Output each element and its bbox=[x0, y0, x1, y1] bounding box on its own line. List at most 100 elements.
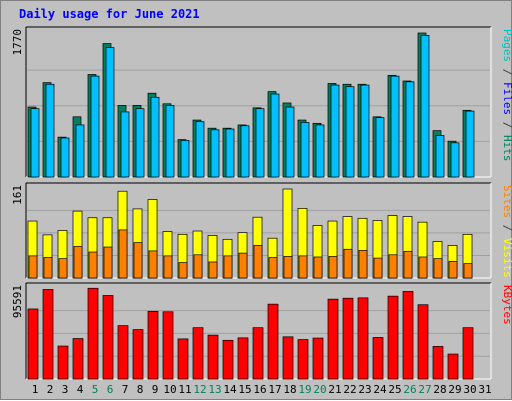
bar-files-day-15 bbox=[240, 125, 250, 178]
bar-sites-day-26 bbox=[403, 251, 413, 279]
side-label-segment: Visits bbox=[501, 238, 512, 278]
bar-kbytes-day-3 bbox=[57, 345, 69, 380]
bar-kbytes-day-17 bbox=[267, 303, 279, 380]
bar-files-day-8 bbox=[135, 108, 145, 178]
bar-sites-day-3 bbox=[58, 258, 68, 279]
bar-sites-day-24 bbox=[373, 257, 383, 279]
x-tick-day-16: 16 bbox=[253, 383, 266, 396]
x-tick-day-15: 15 bbox=[238, 383, 251, 396]
bar-kbytes-day-2 bbox=[42, 289, 54, 380]
side-label-segment: Hits bbox=[501, 135, 512, 162]
bar-files-day-25 bbox=[390, 75, 400, 178]
bar-sites-day-29 bbox=[448, 261, 458, 279]
bar-files-day-19 bbox=[300, 122, 310, 178]
x-tick-day-21: 21 bbox=[328, 383, 341, 396]
x-tick-day-7: 7 bbox=[122, 383, 129, 396]
bar-sites-day-30 bbox=[463, 263, 473, 279]
x-tick-day-2: 2 bbox=[47, 383, 54, 396]
bar-files-day-7 bbox=[120, 111, 130, 178]
bar-kbytes-day-16 bbox=[252, 327, 264, 380]
bar-sites-day-13 bbox=[208, 261, 218, 279]
bar-kbytes-day-10 bbox=[162, 311, 174, 380]
max-label-hits-files-pages: 1770 bbox=[11, 29, 24, 56]
bar-kbytes-day-6 bbox=[102, 295, 114, 380]
bar-files-day-1 bbox=[30, 108, 40, 178]
x-tick-day-12: 12 bbox=[193, 383, 206, 396]
bar-files-day-20 bbox=[315, 124, 325, 178]
x-tick-day-4: 4 bbox=[77, 383, 84, 396]
bar-sites-day-7 bbox=[118, 229, 128, 279]
bar-files-day-21 bbox=[330, 84, 340, 178]
side-label-kbytes: KBytes bbox=[501, 285, 512, 325]
bar-kbytes-day-27 bbox=[417, 304, 429, 380]
side-label-hits-files-pages: Pages / Files / Hits bbox=[501, 29, 512, 162]
bar-sites-day-10 bbox=[163, 255, 173, 279]
x-tick-day-3: 3 bbox=[62, 383, 69, 396]
bar-kbytes-day-23 bbox=[357, 297, 369, 380]
bar-kbytes-day-11 bbox=[177, 338, 189, 380]
bar-kbytes-day-20 bbox=[312, 337, 324, 380]
bar-files-day-10 bbox=[165, 105, 175, 178]
bar-sites-day-21 bbox=[328, 256, 338, 279]
x-tick-day-8: 8 bbox=[137, 383, 144, 396]
bar-kbytes-day-12 bbox=[192, 327, 204, 380]
bar-kbytes-day-26 bbox=[402, 291, 414, 380]
side-label-segment: / bbox=[501, 62, 512, 82]
bar-files-day-12 bbox=[195, 121, 205, 178]
bar-files-day-16 bbox=[255, 108, 265, 178]
bar-files-day-6 bbox=[105, 47, 115, 178]
bar-sites-day-2 bbox=[43, 257, 53, 279]
bar-sites-day-19 bbox=[298, 255, 308, 279]
x-tick-day-28: 28 bbox=[433, 383, 446, 396]
bar-files-day-22 bbox=[345, 86, 355, 178]
bar-kbytes-day-8 bbox=[132, 329, 144, 380]
x-tick-day-1: 1 bbox=[32, 383, 39, 396]
bar-sites-day-27 bbox=[418, 256, 428, 279]
bar-kbytes-day-30 bbox=[462, 327, 474, 380]
bar-sites-day-25 bbox=[388, 254, 398, 279]
bar-kbytes-day-28 bbox=[432, 346, 444, 380]
bar-files-day-28 bbox=[435, 135, 445, 178]
side-label-segment: KBytes bbox=[501, 285, 512, 325]
x-tick-day-17: 17 bbox=[268, 383, 281, 396]
bar-files-day-13 bbox=[210, 129, 220, 178]
bar-sites-day-23 bbox=[358, 250, 368, 279]
bar-files-day-9 bbox=[150, 96, 160, 178]
x-tick-day-9: 9 bbox=[152, 383, 159, 396]
x-tick-day-14: 14 bbox=[223, 383, 237, 396]
side-label-visits-sites: Sites / Visits bbox=[501, 185, 512, 278]
bar-sites-day-5 bbox=[88, 251, 98, 279]
bar-kbytes-day-7 bbox=[117, 325, 129, 380]
bar-sites-day-12 bbox=[193, 254, 203, 279]
bar-files-day-11 bbox=[180, 140, 190, 178]
x-tick-day-31: 31 bbox=[478, 383, 491, 396]
x-tick-day-25: 25 bbox=[388, 383, 401, 396]
bar-files-day-27 bbox=[420, 35, 430, 178]
bar-sites-day-22 bbox=[343, 248, 353, 279]
x-tick-day-18: 18 bbox=[283, 383, 296, 396]
x-tick-day-27: 27 bbox=[418, 383, 431, 396]
side-label-segment: / bbox=[501, 218, 512, 238]
max-label-visits-sites: 161 bbox=[11, 185, 24, 205]
bar-files-day-4 bbox=[75, 124, 85, 178]
bar-sites-day-1 bbox=[28, 255, 38, 279]
x-tick-day-20: 20 bbox=[313, 383, 326, 396]
bar-kbytes-day-22 bbox=[342, 297, 354, 380]
bar-sites-day-15 bbox=[238, 252, 248, 279]
x-tick-day-10: 10 bbox=[163, 383, 176, 396]
bar-files-day-2 bbox=[45, 83, 55, 178]
x-tick-day-23: 23 bbox=[358, 383, 371, 396]
side-label-segment: Files bbox=[501, 82, 512, 115]
bar-sites-day-6 bbox=[103, 246, 113, 279]
bar-sites-day-9 bbox=[148, 250, 158, 279]
bar-sites-day-18 bbox=[283, 256, 293, 279]
bar-files-day-18 bbox=[285, 106, 295, 178]
side-label-segment: Pages bbox=[501, 29, 512, 62]
bar-files-day-26 bbox=[405, 81, 415, 178]
chart-title: Daily usage for June 2021 bbox=[19, 7, 200, 21]
bar-files-day-5 bbox=[90, 75, 100, 178]
bar-files-day-24 bbox=[375, 117, 385, 178]
x-tick-day-24: 24 bbox=[373, 383, 387, 396]
